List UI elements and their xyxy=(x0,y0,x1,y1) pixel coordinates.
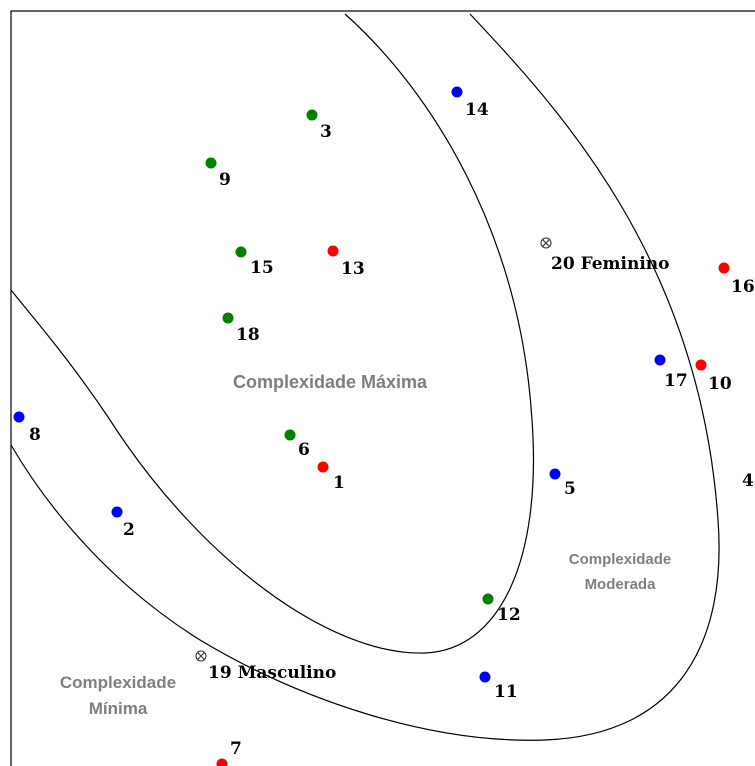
data-point-7 xyxy=(216,758,228,766)
boundary-curve-inner xyxy=(10,13,535,654)
data-point-17 xyxy=(654,354,666,366)
data-label-12: 12 xyxy=(497,605,521,625)
supplementary-label-1: 19 Masculino xyxy=(208,663,336,683)
data-label-17: 17 xyxy=(664,371,688,391)
data-label-2: 2 xyxy=(123,520,135,540)
supplementary-label-2: 20 Feminino xyxy=(551,254,670,274)
data-label-1: 1 xyxy=(333,473,345,493)
data-label-11: 11 xyxy=(494,682,518,702)
supplementary-point-2 xyxy=(540,237,552,249)
region-label-1: Complexidade Máxima xyxy=(233,372,428,392)
data-point-2 xyxy=(111,506,123,518)
data-point-13 xyxy=(327,245,339,257)
data-point-3 xyxy=(306,109,318,121)
data-label-6: 6 xyxy=(298,440,310,460)
data-point-15 xyxy=(235,246,247,258)
data-point-5 xyxy=(549,468,561,480)
data-label-7: 7 xyxy=(230,739,242,759)
data-label-5: 5 xyxy=(564,479,576,499)
data-point-18 xyxy=(222,312,234,324)
data-point-1 xyxy=(317,461,329,473)
data-label-13: 13 xyxy=(341,259,365,279)
region-label-3: Complexidade Mínima xyxy=(60,673,176,718)
data-label-18: 18 xyxy=(236,325,260,345)
data-point-8 xyxy=(13,411,25,423)
data-label-14: 14 xyxy=(465,100,489,120)
plot-frame xyxy=(10,10,755,766)
boundary-curve-outer xyxy=(10,13,720,741)
data-point-6 xyxy=(284,429,296,441)
region-label-2: Complexidade Moderada xyxy=(569,551,672,593)
data-point-10 xyxy=(695,359,707,371)
region-labels: Complexidade Máxima Complexidade Moderada C… xyxy=(60,372,671,718)
data-point-9 xyxy=(205,157,217,169)
data-label-15: 15 xyxy=(250,258,274,278)
data-point-16 xyxy=(718,262,730,274)
supplementary-point-1 xyxy=(195,650,207,662)
data-label-10: 10 xyxy=(708,374,732,394)
data-label-9: 9 xyxy=(219,170,231,190)
boundary-curves xyxy=(10,13,720,741)
data-label-8: 8 xyxy=(29,425,41,445)
data-label-16: 16 xyxy=(731,277,755,297)
data-point-14 xyxy=(451,86,463,98)
data-label-4: 4 xyxy=(742,471,754,491)
data-point-11 xyxy=(479,671,491,683)
data-label-3: 3 xyxy=(320,122,332,142)
data-point-12 xyxy=(482,593,494,605)
